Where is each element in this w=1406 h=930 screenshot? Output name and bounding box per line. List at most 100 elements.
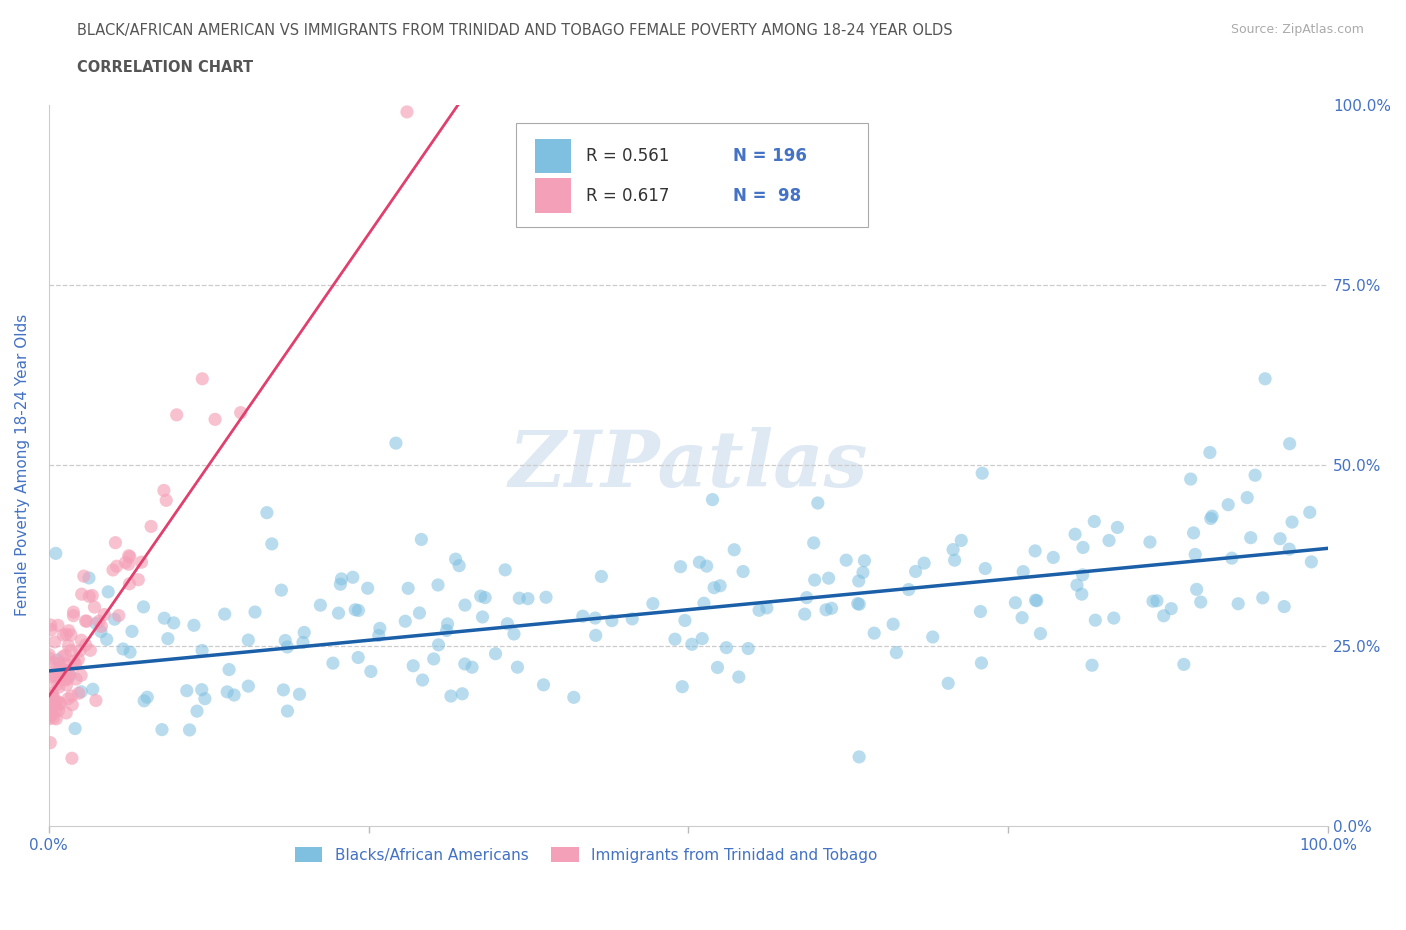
- Point: [273, 683, 295, 698]
- Point: [70, 668, 93, 683]
- Point: [70, 684, 93, 699]
- Point: [70, 632, 93, 647]
- Point: [1272, 599, 1295, 614]
- Point: [45, 669, 67, 684]
- Point: [1301, 554, 1323, 569]
- Point: [38, 651, 60, 666]
- Point: [45, 701, 67, 716]
- Point: [150, 723, 173, 737]
- Point: [562, 690, 585, 705]
- Point: [93, 607, 115, 622]
- Point: [394, 614, 416, 629]
- Point: [571, 609, 593, 624]
- Point: [270, 583, 292, 598]
- Point: [848, 750, 870, 764]
- Point: [1189, 594, 1212, 609]
- Point: [76, 614, 98, 629]
- Point: [59, 643, 82, 658]
- Point: [96, 632, 118, 647]
- Point: [260, 537, 283, 551]
- Point: [1182, 525, 1205, 540]
- Point: [70, 587, 93, 602]
- Text: Source: ZipAtlas.com: Source: ZipAtlas.com: [1230, 23, 1364, 36]
- Point: [835, 552, 858, 567]
- Point: [706, 660, 728, 675]
- Point: [238, 632, 260, 647]
- Point: [820, 601, 842, 616]
- Point: [454, 598, 477, 613]
- Point: [673, 613, 696, 628]
- Point: [709, 578, 731, 593]
- Point: [1199, 512, 1222, 526]
- Point: [1278, 436, 1301, 451]
- Point: [49, 656, 72, 671]
- Point: [396, 581, 419, 596]
- Point: [131, 554, 153, 569]
- Point: [53, 648, 76, 663]
- Point: [45, 698, 67, 712]
- Point: [42, 711, 65, 725]
- Point: [62, 604, 84, 619]
- Point: [41, 685, 63, 700]
- Point: [395, 104, 418, 119]
- Point: [155, 493, 177, 508]
- Point: [921, 630, 943, 644]
- Point: [53, 668, 76, 683]
- Point: [1004, 595, 1026, 610]
- Point: [436, 623, 458, 638]
- Point: [58, 638, 80, 653]
- Point: [755, 601, 778, 616]
- Point: [506, 659, 529, 674]
- Point: [214, 606, 236, 621]
- Point: [52, 649, 75, 664]
- Point: [367, 628, 389, 643]
- Point: [974, 561, 997, 576]
- Point: [190, 683, 212, 698]
- Point: [39, 618, 62, 632]
- Point: [62, 608, 84, 623]
- Point: [621, 611, 644, 626]
- Point: [1066, 578, 1088, 592]
- Point: [534, 590, 557, 604]
- Point: [288, 687, 311, 702]
- Text: BLACK/AFRICAN AMERICAN VS IMMIGRANTS FROM TRINIDAD AND TOBAGO FEMALE POVERTY AMO: BLACK/AFRICAN AMERICAN VS IMMIGRANTS FRO…: [77, 23, 953, 38]
- Point: [690, 631, 713, 646]
- Point: [803, 573, 825, 588]
- Point: [641, 596, 664, 611]
- Point: [38, 711, 60, 726]
- Point: [496, 617, 519, 631]
- Point: [256, 505, 278, 520]
- Point: [243, 604, 266, 619]
- Point: [671, 679, 693, 694]
- Point: [344, 603, 367, 618]
- Point: [309, 598, 332, 613]
- Point: [360, 664, 382, 679]
- Point: [84, 616, 107, 631]
- Point: [454, 657, 477, 671]
- Point: [882, 617, 904, 631]
- Point: [46, 618, 69, 632]
- Point: [52, 628, 75, 643]
- Point: [1011, 610, 1033, 625]
- Point: [402, 658, 425, 673]
- Point: [139, 519, 162, 534]
- Point: [183, 618, 205, 632]
- Point: [67, 652, 90, 667]
- Point: [1201, 509, 1223, 524]
- Point: [737, 641, 759, 656]
- Text: N = 196: N = 196: [733, 147, 807, 165]
- Point: [136, 690, 159, 705]
- Point: [38, 647, 60, 662]
- Point: [77, 589, 100, 604]
- Point: [484, 646, 506, 661]
- Point: [664, 631, 686, 646]
- Point: [1071, 540, 1094, 555]
- Text: CORRELATION CHART: CORRELATION CHART: [77, 60, 253, 75]
- Point: [42, 689, 65, 704]
- Point: [127, 572, 149, 587]
- Point: [1220, 551, 1243, 565]
- Point: [69, 644, 91, 658]
- Point: [703, 580, 725, 595]
- Point: [863, 626, 886, 641]
- Point: [101, 563, 124, 578]
